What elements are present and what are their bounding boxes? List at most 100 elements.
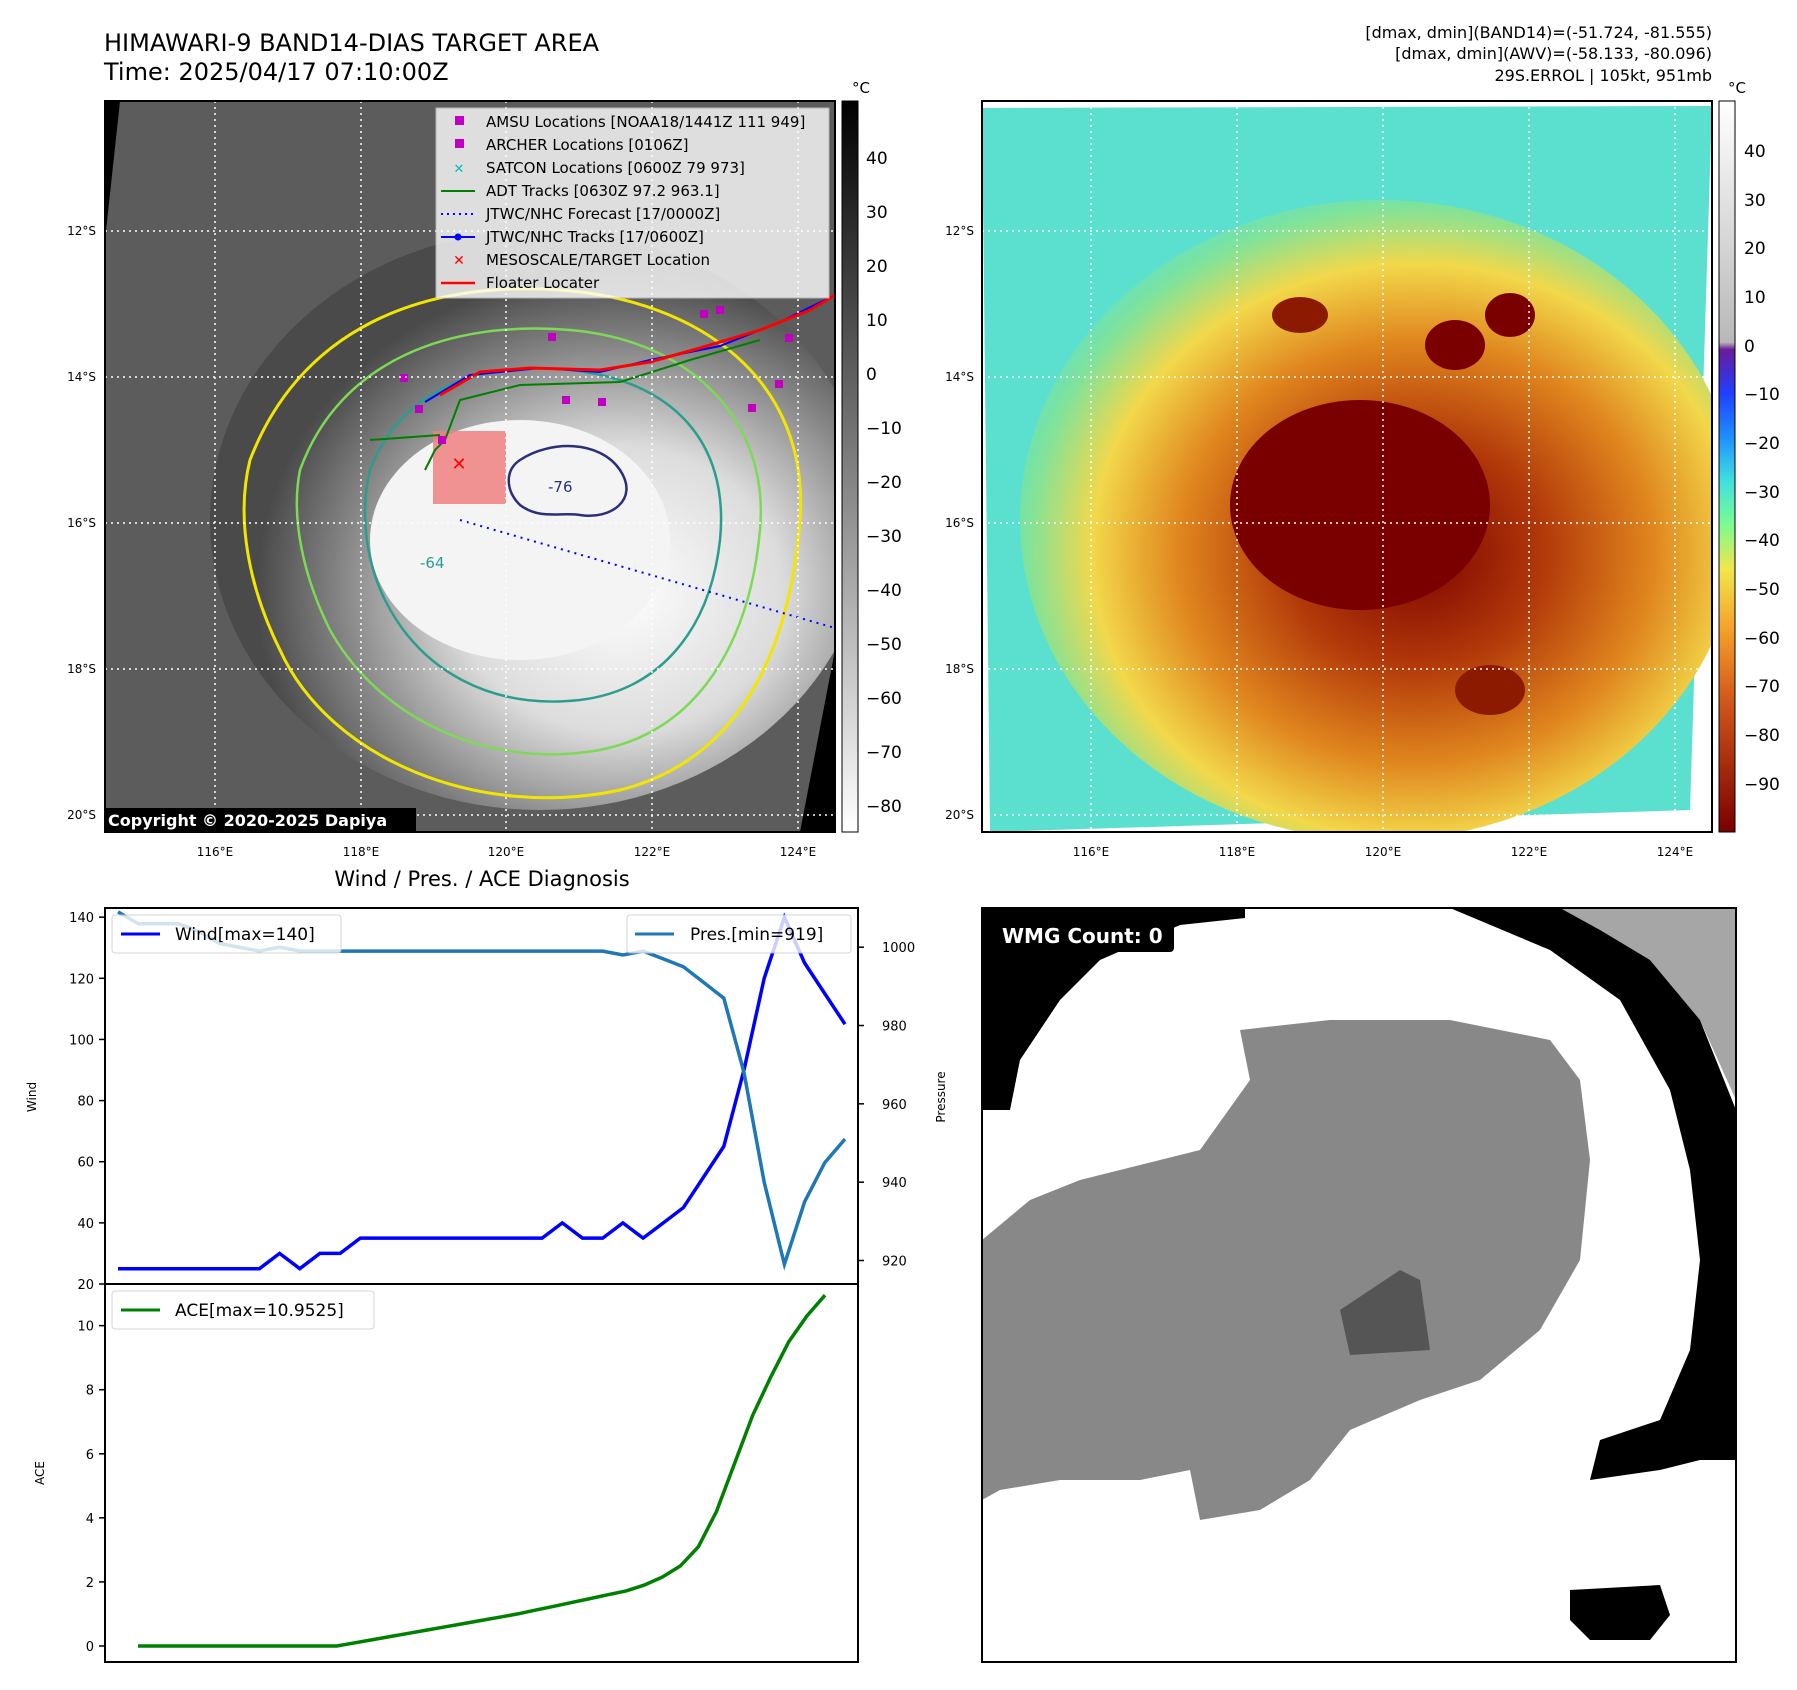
pressure-tick-label: 960 <box>882 1098 907 1113</box>
svg-text:14°S: 14°S <box>67 370 96 384</box>
storm-info: 29S.ERROL | 105kt, 951mb <box>1494 66 1712 85</box>
legend-label-archer: ARCHER Locations [0106Z] <box>486 136 689 154</box>
diagnosis-panel: Wind / Pres. / ACE Diagnosis Wind Pressu… <box>25 867 948 1663</box>
color-colorbar-gradient <box>1718 100 1736 833</box>
svg-text:−80: −80 <box>1744 726 1780 746</box>
archer-marker <box>700 310 708 318</box>
figure-time: Time: 2025/04/17 07:10:00Z <box>103 58 449 86</box>
amsu-marker <box>438 436 446 444</box>
color-colorbar-ticks: 40 30 20 10 0 −10 −20 −30 −40 −50 −60 −7… <box>1744 142 1780 795</box>
header: HIMAWARI-9 BAND14-DIAS TARGET AREA Time:… <box>103 23 1712 86</box>
svg-text:−90: −90 <box>1744 775 1780 795</box>
ace-series <box>138 1294 827 1648</box>
ace-tick-label: 0 <box>86 1640 94 1655</box>
legend-label-adt: ADT Tracks [0630Z 97.2 963.1] <box>486 182 720 200</box>
svg-text:−50: −50 <box>1744 580 1780 600</box>
wind-line <box>118 912 847 1271</box>
map-legend-box <box>435 107 830 299</box>
svg-text:120°E: 120°E <box>1365 845 1402 859</box>
legend-label-jtwc: JTWC/NHC Tracks [17/0600Z] <box>485 228 704 246</box>
color-colorbar-unit: °C <box>1728 79 1746 97</box>
svg-text:−70: −70 <box>866 743 902 763</box>
svg-text:20°S: 20°S <box>945 808 974 822</box>
contour-label-76: -76 <box>548 478 573 496</box>
ir-colorbar-unit: °C <box>852 79 870 97</box>
legend-marker-satcon: ✕ <box>454 162 465 177</box>
archer-marker <box>785 334 793 342</box>
svg-text:40: 40 <box>1744 142 1766 162</box>
ace-axis-label: ACE <box>33 1461 47 1485</box>
svg-text:−40: −40 <box>1744 531 1780 551</box>
legend-marker-target: ✕ <box>453 253 465 269</box>
ir-map-lon-labels: 116°E 118°E 120°E 122°E 124°E <box>197 845 817 859</box>
svg-text:120°E: 120°E <box>488 845 525 859</box>
wmg-black-right <box>1450 908 1736 1480</box>
svg-text:40: 40 <box>866 149 888 169</box>
ace-tick-label: 2 <box>86 1576 94 1591</box>
pressure-legend-box <box>626 914 852 954</box>
svg-text:124°E: 124°E <box>1657 845 1694 859</box>
wmg-count-box <box>989 918 1174 952</box>
location-markers <box>400 306 793 444</box>
svg-text:−60: −60 <box>866 689 902 709</box>
band14-stats: [dmax, dmin](BAND14)=(-51.724, -81.555) <box>1365 23 1712 42</box>
color-storm-core <box>1230 400 1490 610</box>
color-colorbar: °C 40 30 20 10 0 −10 −20 −30 −40 −50 −60… <box>1718 79 1780 833</box>
ace-tick-label: 10 <box>77 1320 94 1335</box>
ir-storm-cloud-core <box>370 420 670 660</box>
contour-label-64: -64 <box>420 554 445 572</box>
wind-legend: Wind[max=140] <box>111 914 342 954</box>
amsu-marker <box>415 405 423 413</box>
svg-text:12°S: 12°S <box>945 224 974 238</box>
wmg-dark-core <box>1340 1270 1430 1355</box>
archer-marker <box>775 380 783 388</box>
ir-colorbar: °C 40 30 20 10 0 −10 −20 −30 −40 −50 −60… <box>841 79 902 833</box>
awv-stats: [dmax, dmin](AWV)=(-58.133, -80.096) <box>1395 44 1712 63</box>
svg-text:−30: −30 <box>1744 483 1780 503</box>
svg-text:18°S: 18°S <box>67 662 96 676</box>
wind-pressure-axes <box>104 907 859 1285</box>
ace-line <box>138 1294 827 1648</box>
svg-text:10: 10 <box>866 311 888 331</box>
svg-text:−60: −60 <box>1744 629 1780 649</box>
ace-tick-label: 6 <box>86 1448 94 1463</box>
svg-text:−40: −40 <box>866 581 902 601</box>
amsu-marker <box>562 396 570 404</box>
svg-text:30: 30 <box>866 203 888 223</box>
ace-legend-box <box>111 1290 375 1330</box>
pressure-axis-ticks: 920 940 960 980 1000 <box>858 941 915 1270</box>
figure-title: HIMAWARI-9 BAND14-DIAS TARGET AREA <box>104 29 600 57</box>
wmg-gray-band <box>982 1020 1590 1520</box>
pressure-tick-label: 980 <box>882 1020 907 1035</box>
svg-text:124°E: 124°E <box>780 845 817 859</box>
map-legend: AMSU Locations [NOAA18/1441Z 111 949] AR… <box>435 107 830 299</box>
ir-colorbar-gradient <box>841 100 859 833</box>
ir-map-no-data-right <box>800 650 835 832</box>
svg-text:10: 10 <box>1744 288 1766 308</box>
svg-text:−30: −30 <box>866 527 902 547</box>
color-map-lat-labels: 12°S 14°S 16°S 18°S 20°S <box>945 224 974 822</box>
floater-locater-track <box>439 293 835 397</box>
archer-marker <box>716 306 724 314</box>
legend-label-satcon: SATCON Locations [0600Z 79 973] <box>486 159 745 177</box>
color-cold-cell-3 <box>1272 297 1328 333</box>
wind-tick-label: 60 <box>77 1156 94 1171</box>
pressure-tick-label: 940 <box>882 1176 907 1191</box>
contour-lightgreen <box>295 327 763 756</box>
ir-map-no-data-left <box>105 101 120 240</box>
wmg-gray-top-right <box>1560 908 1736 1100</box>
amsu-marker <box>400 374 408 382</box>
ace-axis-ticks: 0 2 4 6 8 10 <box>77 1320 105 1655</box>
svg-text:−80: −80 <box>866 797 902 817</box>
wmg-frame <box>981 907 1737 1663</box>
wind-axis-label: Wind <box>25 1082 39 1112</box>
svg-text:−10: −10 <box>866 419 902 439</box>
color-cold-cell-4 <box>1455 665 1525 715</box>
legend-marker-jtwc-dot <box>454 233 462 241</box>
svg-text:20: 20 <box>1744 239 1766 259</box>
color-cold-cell-2 <box>1485 293 1535 337</box>
svg-text:−50: −50 <box>866 635 902 655</box>
svg-text:−70: −70 <box>1744 677 1780 697</box>
contour-navy <box>507 444 628 518</box>
copyright-box <box>104 808 416 832</box>
